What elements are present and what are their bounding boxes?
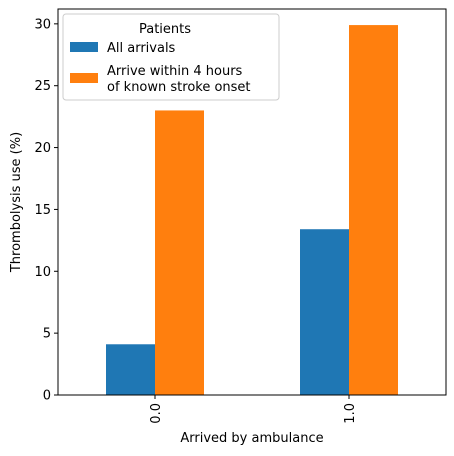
bar-all-arrivals-0: [106, 344, 155, 395]
y-axis-ticks: 0 5 10 15 20 25 30: [34, 17, 58, 404]
bar-within-4-hours-1: [349, 25, 398, 396]
legend-label-0: All arrivals: [107, 41, 176, 56]
y-tick-label: 20: [34, 141, 51, 156]
legend-title: Patients: [139, 22, 191, 37]
legend-swatch-1: [70, 73, 98, 83]
legend: Patients All arrivals Arrive within 4 hou…: [62, 13, 280, 101]
y-tick-label: 5: [43, 327, 51, 342]
x-tick-label: 1.0: [343, 403, 358, 424]
x-axis-ticks: 0.0 1.0: [149, 395, 358, 424]
legend-box: [62, 13, 280, 101]
bar-all-arrivals-1: [300, 229, 349, 395]
y-tick-label: 30: [34, 17, 51, 32]
bars-group: [106, 25, 398, 396]
y-tick-label: 0: [43, 389, 51, 404]
legend-swatch-0: [70, 42, 98, 52]
x-tick-label: 0.0: [149, 403, 164, 424]
legend-label-1: Arrive within 4 hours of known stroke ons…: [107, 64, 251, 95]
y-tick-label: 15: [34, 203, 51, 218]
y-tick-label: 25: [34, 79, 51, 94]
plot-frame: [57, 8, 447, 396]
bar-within-4-hours-0: [155, 110, 204, 395]
y-tick-label: 10: [34, 265, 51, 280]
x-axis-label: Arrived by ambulance: [180, 431, 323, 446]
y-axis-label: Thrombolysis use (%): [9, 132, 24, 273]
